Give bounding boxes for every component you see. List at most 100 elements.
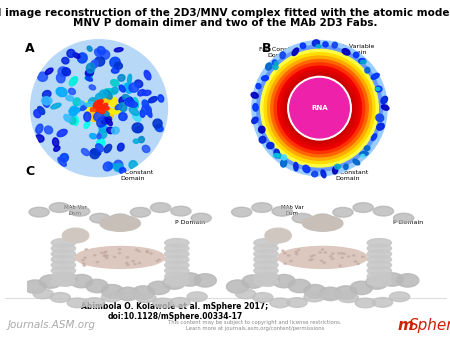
- Ellipse shape: [323, 262, 325, 263]
- Ellipse shape: [396, 274, 419, 287]
- Ellipse shape: [133, 98, 139, 109]
- Ellipse shape: [45, 126, 53, 134]
- Ellipse shape: [295, 251, 297, 252]
- Ellipse shape: [165, 255, 189, 264]
- Ellipse shape: [321, 289, 341, 299]
- Text: m: m: [398, 318, 414, 333]
- Ellipse shape: [103, 162, 112, 171]
- Ellipse shape: [96, 144, 104, 152]
- Text: MNV P domain dimer and two of the MAb 2D3 Fabs.: MNV P domain dimer and two of the MAb 2D…: [73, 18, 377, 28]
- Ellipse shape: [282, 250, 284, 251]
- Ellipse shape: [284, 263, 286, 264]
- Ellipse shape: [125, 98, 135, 106]
- Ellipse shape: [302, 215, 343, 231]
- Ellipse shape: [97, 47, 105, 55]
- Ellipse shape: [367, 239, 392, 247]
- Ellipse shape: [104, 255, 106, 257]
- Ellipse shape: [67, 49, 75, 57]
- Ellipse shape: [34, 110, 41, 118]
- Ellipse shape: [362, 256, 364, 258]
- Ellipse shape: [90, 107, 97, 113]
- Ellipse shape: [356, 298, 375, 308]
- Ellipse shape: [292, 48, 298, 55]
- Ellipse shape: [68, 298, 87, 308]
- Ellipse shape: [105, 118, 112, 126]
- Ellipse shape: [171, 206, 191, 216]
- Circle shape: [28, 38, 170, 179]
- Ellipse shape: [332, 42, 338, 48]
- Ellipse shape: [51, 261, 76, 269]
- Ellipse shape: [37, 72, 48, 81]
- Ellipse shape: [364, 146, 370, 150]
- Ellipse shape: [100, 215, 140, 231]
- Ellipse shape: [58, 67, 68, 76]
- Text: MAb Var
Dom: MAb Var Dom: [63, 205, 86, 216]
- Circle shape: [284, 73, 355, 143]
- Ellipse shape: [104, 252, 106, 254]
- Ellipse shape: [347, 256, 350, 257]
- Ellipse shape: [33, 289, 54, 299]
- Ellipse shape: [254, 239, 278, 247]
- Ellipse shape: [57, 129, 67, 137]
- Ellipse shape: [100, 103, 108, 110]
- Ellipse shape: [112, 87, 118, 94]
- Ellipse shape: [251, 92, 258, 98]
- Ellipse shape: [139, 262, 141, 264]
- Ellipse shape: [374, 206, 393, 216]
- Ellipse shape: [135, 127, 142, 132]
- Ellipse shape: [312, 171, 318, 177]
- Ellipse shape: [127, 80, 132, 87]
- Ellipse shape: [122, 95, 130, 101]
- Ellipse shape: [136, 293, 156, 303]
- Ellipse shape: [70, 117, 76, 124]
- Ellipse shape: [107, 127, 114, 134]
- Circle shape: [252, 41, 387, 176]
- Ellipse shape: [324, 252, 327, 253]
- Ellipse shape: [155, 125, 163, 131]
- Ellipse shape: [97, 120, 104, 126]
- Ellipse shape: [252, 117, 258, 124]
- Ellipse shape: [43, 91, 51, 98]
- Ellipse shape: [332, 253, 334, 254]
- Ellipse shape: [353, 203, 373, 212]
- Ellipse shape: [142, 100, 148, 108]
- Ellipse shape: [119, 113, 127, 121]
- Ellipse shape: [381, 273, 403, 286]
- Ellipse shape: [57, 73, 65, 83]
- Ellipse shape: [292, 213, 313, 223]
- Ellipse shape: [117, 287, 139, 300]
- Ellipse shape: [389, 292, 410, 301]
- Ellipse shape: [91, 149, 101, 155]
- Ellipse shape: [153, 119, 162, 128]
- Ellipse shape: [313, 214, 333, 224]
- Text: P Domain: P Domain: [393, 220, 423, 225]
- Ellipse shape: [278, 246, 367, 268]
- Ellipse shape: [103, 118, 110, 124]
- Ellipse shape: [82, 260, 84, 261]
- Text: This content may be subject to copyright and license restrictions.
Learn more at: This content may be subject to copyright…: [168, 320, 342, 331]
- Ellipse shape: [79, 101, 86, 109]
- Ellipse shape: [338, 293, 358, 303]
- Ellipse shape: [29, 207, 50, 217]
- Ellipse shape: [70, 207, 90, 216]
- Ellipse shape: [287, 298, 307, 308]
- Ellipse shape: [341, 257, 344, 258]
- Ellipse shape: [100, 50, 110, 59]
- Ellipse shape: [101, 285, 124, 298]
- Ellipse shape: [129, 161, 137, 169]
- Ellipse shape: [129, 101, 138, 107]
- Ellipse shape: [376, 114, 384, 122]
- Ellipse shape: [85, 102, 96, 106]
- Ellipse shape: [130, 208, 150, 217]
- Ellipse shape: [165, 266, 189, 275]
- Circle shape: [281, 70, 358, 147]
- Ellipse shape: [304, 292, 324, 302]
- Ellipse shape: [126, 257, 129, 258]
- Ellipse shape: [179, 273, 201, 286]
- Ellipse shape: [107, 163, 115, 169]
- Ellipse shape: [37, 106, 45, 115]
- Ellipse shape: [127, 264, 129, 265]
- Ellipse shape: [367, 261, 392, 269]
- Text: P Domain: P Domain: [175, 220, 205, 225]
- Ellipse shape: [165, 261, 189, 269]
